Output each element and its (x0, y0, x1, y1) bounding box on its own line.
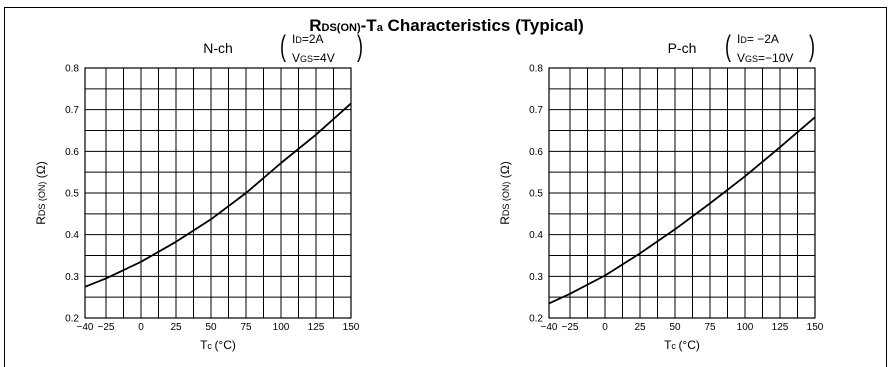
nch-channel-label: N-ch (203, 40, 233, 56)
pch-cond-paren-right: ) (809, 31, 815, 64)
nch-ylabel-unit: (Ω) (34, 161, 48, 181)
nch-cond-paren-right: ) (357, 31, 363, 64)
title-subscript-2: a (376, 22, 383, 34)
nch-chart: −40 −25 0 25 50 75 100 125 150 0.2 0.3 0.4 0.5 0.6 0.7… (34, 31, 824, 352)
figure-frame (4, 7, 887, 367)
nch-ytick-label: 0.4 (65, 230, 79, 241)
nch-cond-id-value: =2A (302, 32, 324, 46)
figure-title: RDS(ON)-Ta Characteristics (Typical) (0, 16, 893, 38)
nch-ytick-label: 0.8 (65, 64, 79, 75)
nch-cond-vgs-value: =4V (313, 51, 335, 65)
pch-ytick-label: 0.2 (529, 314, 543, 325)
pch-xlabel-sub: c (671, 341, 678, 351)
pch-ylabel-prefix: R (498, 216, 512, 225)
pch-xtick-label: 100 (737, 322, 754, 333)
pch-ytick-label: 0.5 (529, 189, 543, 200)
pch-cond-vgs: VGS=−10V (737, 51, 793, 65)
pch-ytick-label: 0.3 (529, 272, 543, 283)
nch-cond-id-sub: D (295, 35, 302, 45)
pch-xtick-label: 0 (602, 322, 608, 333)
nch-cond-id: ID=2A (292, 32, 324, 46)
nch-xlabel-sub: c (207, 341, 214, 351)
pch-ytick-label: 0.8 (529, 64, 543, 75)
nch-xtick-label: 50 (205, 322, 217, 333)
nch-ylabel-prefix: R (34, 216, 48, 225)
nch-xlabel-prefix: T (200, 338, 208, 352)
pch-xtick-label: 50 (669, 322, 681, 333)
pch-xtick-label: 75 (704, 322, 716, 333)
pch-cond-vgs-value: =−10V (758, 51, 793, 65)
pch-xtick-label: −40 (541, 322, 558, 333)
pch-ylabel: RDS (ON) (Ω) (498, 161, 512, 224)
nch-ylabel-sub: DS (37, 201, 47, 216)
pch-cond-vgs-prefix: V (737, 51, 745, 65)
nch-xtick-label: 100 (273, 322, 290, 333)
nch-xtick-label: −25 (98, 322, 115, 333)
title-suffix: Characteristics (Typical) (382, 16, 584, 35)
title-subscript: DS(ON) (321, 22, 361, 34)
pch-plot-frame (548, 67, 816, 319)
nch-cond-vgs: VGS=4V (292, 51, 335, 65)
pch-xtick-label: 125 (772, 322, 789, 333)
nch-xtick-label: −40 (77, 322, 94, 333)
pch-xtick-label: −25 (562, 322, 579, 333)
nch-ytick-label: 0.2 (65, 314, 79, 325)
pch-cond-vgs-sub: GS (745, 54, 758, 64)
pch-xlabel-unit: (°C) (678, 338, 699, 352)
pch-cond-id: ID= −2A (737, 32, 779, 46)
title-mid: -T (360, 16, 377, 35)
pch-cond-id-value: = −2A (747, 32, 779, 46)
nch-xlabel: Tc (°C) (200, 338, 236, 352)
pch-cond-id-prefix: I (737, 32, 740, 46)
nch-xtick-label: 75 (240, 322, 252, 333)
nch-cond-vgs-sub: GS (300, 54, 313, 64)
pch-channel-label: P-ch (668, 40, 697, 56)
pch-ytick-label: 0.7 (529, 105, 543, 116)
nch-ytick-label: 0.5 (65, 189, 79, 200)
pch-ytick-label: 0.4 (529, 230, 543, 241)
pch-xlabel: Tc (°C) (664, 338, 700, 352)
nch-ylabel-sub2: (ON) (37, 182, 47, 202)
pch-ylabel-unit: (Ω) (498, 161, 512, 181)
nch-ytick-label: 0.3 (65, 272, 79, 283)
datasheet-figure: RDS(ON)-Ta Characteristics (Typical) −40… (0, 7, 893, 367)
pch-xtick-label: 150 (807, 322, 824, 333)
pch-xlabel-prefix: T (664, 338, 672, 352)
nch-xlabel-unit: (°C) (214, 338, 235, 352)
nch-chart-group: −40 −25 0 25 50 75 100 125 150 0.2 0.3 0.4 0.5 0.6 0.7… (34, 31, 363, 352)
nch-cond-id-prefix: I (292, 32, 295, 46)
nch-xtick-label: 0 (138, 322, 144, 333)
nch-cond-paren-left: ( (280, 31, 287, 64)
nch-ytick-label: 0.7 (65, 105, 79, 116)
nch-series-line-0 (84, 102, 352, 288)
pch-cond-id-sub: D (740, 35, 747, 45)
nch-cond-vgs-prefix: V (292, 51, 300, 65)
nch-xtick-label: 25 (170, 322, 182, 333)
nch-ytick-label: 0.6 (65, 147, 79, 158)
nch-ylabel: RDS (ON) (Ω) (34, 161, 48, 224)
pch-chart-group: −40 −25 0 25 50 75 100 125 150 0.2 0.3 0.4 0.5 0.6 0.7… (498, 31, 824, 352)
nch-xtick-label: 125 (308, 322, 325, 333)
title-prefix: R (309, 16, 322, 35)
pch-series-line-0 (548, 116, 816, 305)
nch-plot-frame (84, 67, 352, 319)
pch-cond-paren-left: ( (725, 31, 732, 64)
pch-ylabel-sub2: (ON) (501, 182, 511, 202)
pch-xtick-label: 25 (634, 322, 646, 333)
pch-ylabel-sub: DS (501, 201, 511, 216)
nch-xtick-label: 150 (343, 322, 360, 333)
pch-ytick-label: 0.6 (529, 147, 543, 158)
